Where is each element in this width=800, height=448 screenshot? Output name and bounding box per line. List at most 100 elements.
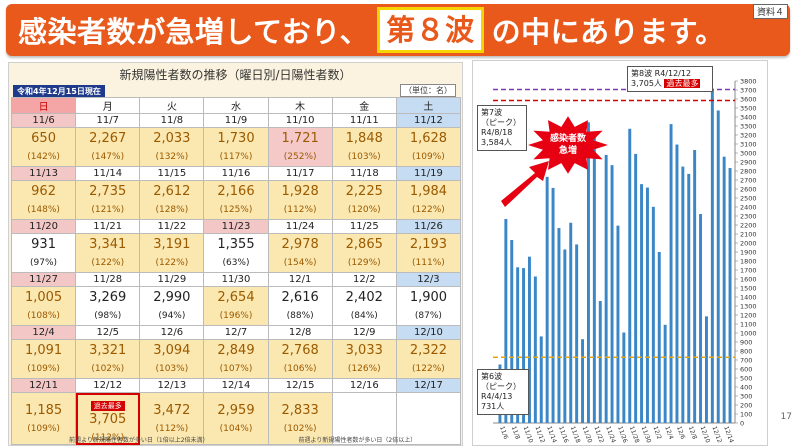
document-tag: 資料４ <box>752 4 788 19</box>
case-count: 3,269 <box>89 290 127 305</box>
wave7-line2: （ピーク） <box>481 118 521 127</box>
y-tick-label: 600 <box>740 366 752 374</box>
wave6-peak-callout: 第6波 （ピーク） R4/4/13 731人 <box>477 369 529 415</box>
date-cell: 12/1 <box>267 272 333 287</box>
x-tick-label: 12/2 <box>651 425 662 440</box>
wave6-line2: （ピーク） <box>481 382 521 391</box>
case-count-cell: 3,191 (122%) <box>139 233 205 273</box>
week-over-week-pct: (120%) <box>347 205 381 215</box>
bar <box>592 135 596 423</box>
date-cell: 11/12 <box>395 113 462 128</box>
bar <box>551 187 555 423</box>
y-tick-label: 2500 <box>740 195 757 203</box>
case-count: 2,959 <box>217 402 255 418</box>
y-tick-label: 1600 <box>740 276 757 284</box>
case-count: 650 <box>31 131 56 146</box>
case-count-cell: 3,269 (98%) <box>75 286 141 326</box>
case-count: 2,267 <box>89 131 127 146</box>
case-count-cell: 1,355 (63%) <box>203 233 269 273</box>
y-tick-label: 800 <box>740 348 752 356</box>
case-count: 931 <box>31 237 56 252</box>
y-tick-label: 3500 <box>740 105 757 113</box>
date-cell: 11/18 <box>331 166 397 181</box>
bar <box>557 228 561 423</box>
date-cell: 12/14 <box>203 378 269 393</box>
week-over-week-pct: (125%) <box>219 205 253 215</box>
y-tick-label: 900 <box>740 339 752 347</box>
wave7-line3: R4/8/18 <box>481 128 513 137</box>
case-count: 2,865 <box>345 237 383 252</box>
y-tick-label: 2400 <box>740 204 757 212</box>
case-count-cell: 3,033 (126%) <box>331 339 397 379</box>
week-over-week-pct: (129%) <box>347 258 381 268</box>
table-unit: （単位：名） <box>400 84 456 97</box>
y-tick-label: 1200 <box>740 312 757 320</box>
weekday-header-row: 日月火水木金土 <box>10 97 462 114</box>
week-over-week-pct: (196%) <box>219 311 253 321</box>
case-count: 1,091 <box>24 343 63 358</box>
y-tick-label: 3800 <box>740 78 757 86</box>
case-count-cell: 2,322 (122%) <box>395 339 462 379</box>
record-badge: 過去最多 <box>90 401 125 411</box>
case-count: 2,990 <box>153 290 191 305</box>
date-cell: 11/23 <box>203 219 269 234</box>
date-cell: 11/17 <box>267 166 333 181</box>
date-cell: 12/6 <box>139 325 205 340</box>
bar <box>545 176 549 423</box>
case-count-cell: 2,768 (106%) <box>267 339 333 379</box>
date-cell: 12/10 <box>395 325 462 340</box>
case-count: 2,978 <box>281 237 319 252</box>
weekday-header: 火 <box>139 97 205 114</box>
case-count: 2,833 <box>281 402 319 418</box>
y-tick-label: 200 <box>740 402 752 410</box>
bar <box>527 256 531 423</box>
date-cell: 11/24 <box>267 219 333 234</box>
x-tick-label: 11/30 <box>640 425 653 444</box>
y-tick-label: 2300 <box>740 213 757 221</box>
surge-burst-shape <box>528 116 608 174</box>
y-tick-label: 2000 <box>740 240 757 248</box>
week-over-week-pct: (98%) <box>94 311 122 321</box>
bar <box>634 153 638 423</box>
week-over-week-pct: (87%) <box>414 311 442 321</box>
y-tick-label: 0 <box>740 420 744 428</box>
y-tick-label: 300 <box>740 393 752 401</box>
week-over-week-pct: (252%) <box>283 152 317 162</box>
bar <box>575 244 579 423</box>
case-count: 1,721 <box>281 131 319 146</box>
week-over-week-pct: (108%) <box>27 311 60 321</box>
bar <box>710 89 714 424</box>
week-over-week-pct: (122%) <box>412 364 445 374</box>
value-row: 1,091 (109%) 3,321 (102%) 3,094 (103%) 2,849 (1… <box>10 339 462 379</box>
case-count: 3,094 <box>153 343 191 358</box>
banner-text-part2: の中にあります。 <box>491 15 725 49</box>
date-cell: 11/11 <box>331 113 397 128</box>
bar <box>722 156 726 423</box>
date-cell: 11/30 <box>203 272 269 287</box>
date-cell: 11/22 <box>139 219 205 234</box>
legend-item: 前週より新規陽性者数が多い日（2倍以上） <box>298 437 417 444</box>
case-count: 2,616 <box>281 290 319 305</box>
week-over-week-pct: (109%) <box>412 152 445 162</box>
legend-item: 前週より新規陽性者数が多い日（1倍以上2倍未満） <box>69 437 209 444</box>
week-over-week-pct: (126%) <box>347 364 381 374</box>
date-cell: 12/4 <box>10 325 77 340</box>
case-count-cell: 2,166 (125%) <box>203 180 269 220</box>
bar <box>533 276 537 423</box>
bar <box>510 240 514 423</box>
case-count: 3,472 <box>153 402 191 418</box>
case-count: 1,730 <box>217 131 255 146</box>
y-tick-label: 1500 <box>740 285 757 293</box>
case-count-cell: 3,341 (122%) <box>75 233 141 273</box>
x-tick-label: 11/26 <box>616 425 629 444</box>
cases-table-panel: 新規陽性者数の推移（曜日別/日陽性者数） 令和4年12月15日現在 （単位：名）… <box>8 62 463 446</box>
bar <box>651 206 655 423</box>
week-over-week-pct: (147%) <box>91 152 125 162</box>
value-row: 1,005 (108%) 3,269 (98%) 2,990 (94%) 2,654 (196… <box>10 286 462 326</box>
x-tick-label: 11/20 <box>581 425 594 444</box>
case-count: 3,191 <box>153 237 191 252</box>
case-count-cell: 1,984 (122%) <box>395 180 462 220</box>
case-count: 1,005 <box>24 290 63 305</box>
case-count: 1,848 <box>345 131 383 146</box>
x-tick-label: 11/18 <box>569 425 582 444</box>
